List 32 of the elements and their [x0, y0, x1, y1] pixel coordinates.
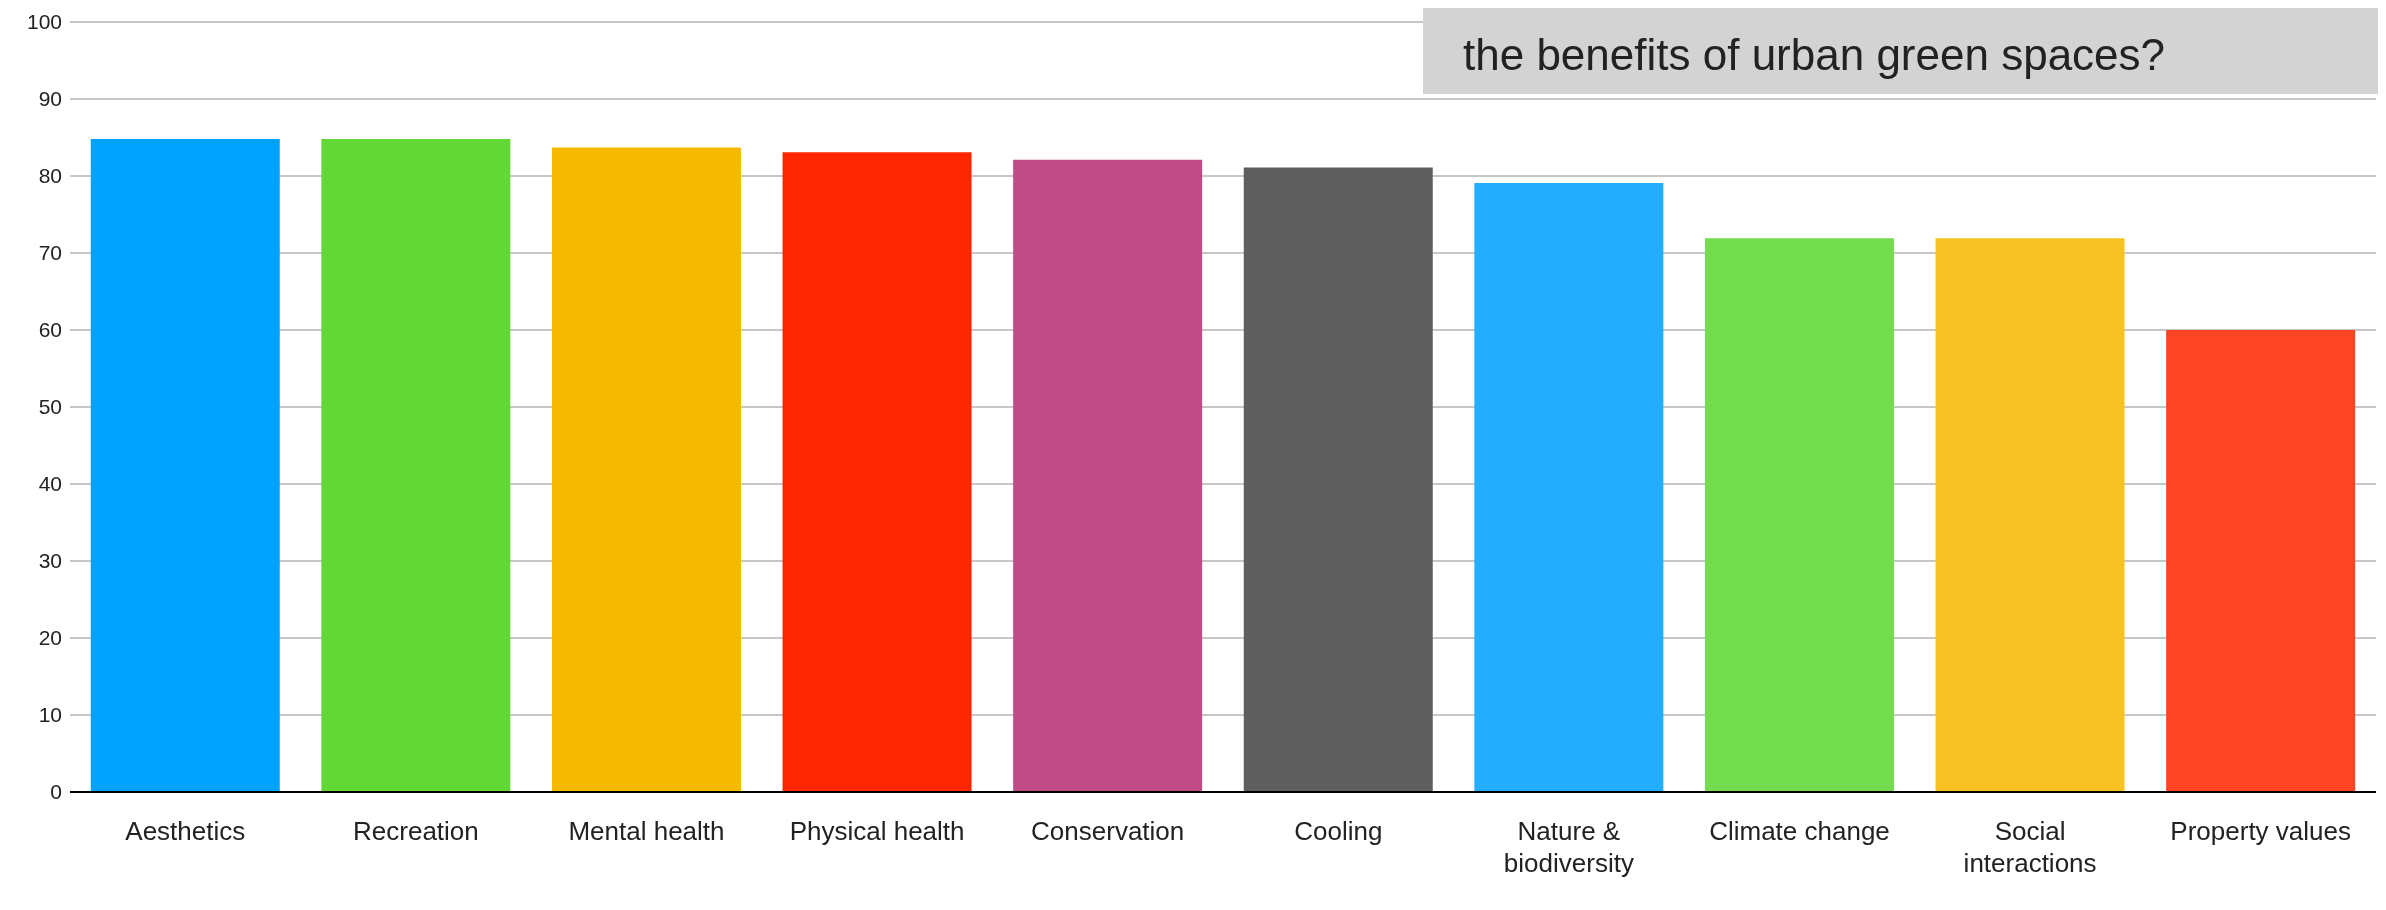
chart-title: the benefits of urban green spaces? — [1463, 30, 2166, 80]
bar — [1935, 238, 2125, 792]
x-tick-label: Property values — [2170, 816, 2352, 846]
x-tick-label: Mental health — [568, 816, 725, 846]
x-tick-label: Nature & biodiversity — [1503, 816, 1634, 878]
bar — [1013, 159, 1203, 792]
y-tick-label: 0 — [50, 780, 62, 804]
bar — [1243, 167, 1433, 792]
y-tick-label: 10 — [38, 703, 62, 727]
x-tick-label: Recreation — [353, 816, 479, 846]
y-tick-label: 50 — [38, 395, 62, 419]
y-tick-label: 30 — [38, 549, 62, 573]
y-tick-label: 40 — [38, 472, 62, 496]
bar — [2166, 330, 2356, 792]
x-tick-label: Conservation — [1031, 816, 1185, 846]
x-tick-label: Physical health — [789, 816, 965, 846]
y-tick-label: 90 — [38, 87, 62, 111]
bar — [1474, 182, 1664, 792]
y-tick-label: 100 — [26, 10, 62, 34]
y-tick-label: 20 — [38, 626, 62, 650]
bar — [321, 139, 511, 792]
bar — [90, 139, 280, 792]
y-tick-label: 60 — [38, 318, 62, 342]
x-tick-label: Aesthetics — [125, 816, 246, 846]
x-tick-label: Climate change — [1709, 816, 1890, 846]
x-tick-label: Cooling — [1294, 816, 1383, 846]
y-tick-label: 80 — [38, 164, 62, 188]
bar — [551, 147, 741, 792]
y-tick-label: 70 — [38, 241, 62, 265]
bar — [782, 152, 972, 792]
x-tick-label: Social interactions — [1963, 816, 2097, 878]
bar — [1704, 238, 1894, 792]
